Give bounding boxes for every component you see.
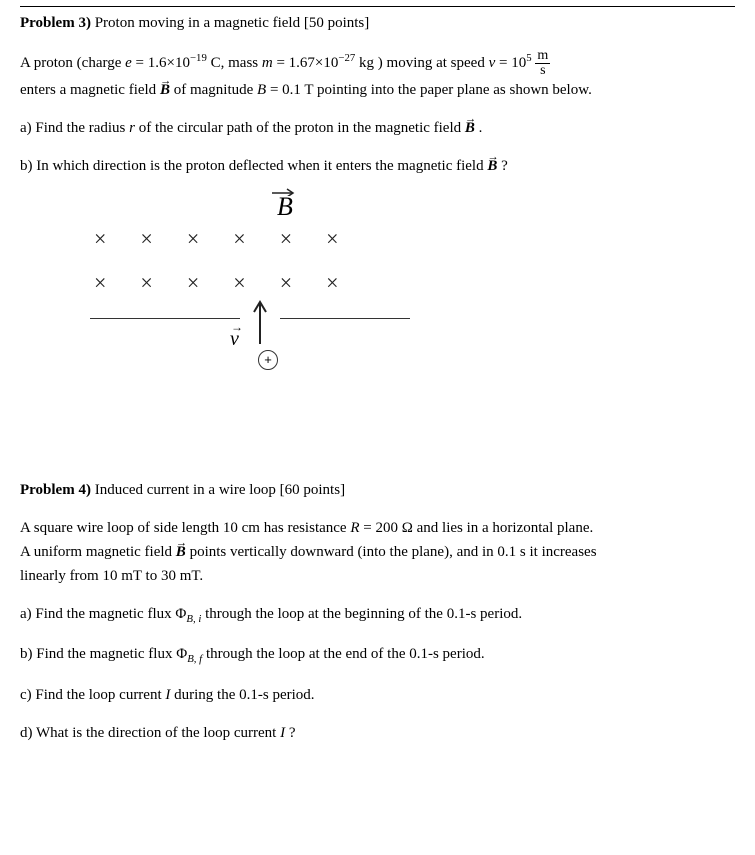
x-icon: ×: [326, 226, 338, 252]
p4b-pre: b) Find the magnetic flux Φ: [20, 646, 187, 662]
p4-text2b: points vertically downward (into the pla…: [186, 544, 597, 560]
proton-icon: +: [258, 350, 278, 370]
figure-magnetic-field: B × × × × × × × × × × × ×: [90, 192, 430, 378]
v-value: = 10: [495, 55, 526, 71]
p4-text3: linearly from 10 mT to 30 mT.: [20, 568, 203, 584]
charge-unit: C, mass: [207, 55, 262, 71]
frac-num: m: [535, 49, 550, 64]
x-icon: ×: [280, 226, 292, 252]
problem4-topic: Induced current in a wire loop [60 point…: [91, 482, 345, 498]
spacer: [20, 418, 735, 478]
p3-text2: enters a magnetic field: [20, 82, 160, 98]
p4a-post: through the loop at the beginning of the…: [201, 606, 522, 622]
p4b-post: through the loop at the end of the 0.1-s…: [202, 646, 484, 662]
problem4-label: Problem 4): [20, 482, 91, 498]
x-icon: ×: [233, 226, 245, 252]
problem3-given: A proton (charge e = 1.6×10−19 C, mass m…: [20, 49, 735, 102]
problem3-part-a: a) Find the radius r of the circular pat…: [20, 116, 735, 140]
field-boundary-right: [280, 318, 410, 319]
problem3-part-b: b) In which direction is the proton defl…: [20, 154, 735, 178]
top-rule: [20, 6, 735, 7]
p3b-pre: b) In which direction is the proton defl…: [20, 158, 487, 174]
p3a-end: .: [475, 120, 483, 136]
x-icon: ×: [187, 226, 199, 252]
problem3-topic: Proton moving in a magnetic field [50 po…: [91, 15, 369, 31]
p3a-pre: a) Find the radius: [20, 120, 129, 136]
b-sym-2: B: [465, 120, 475, 136]
problem4-part-d: d) What is the direction of the loop cur…: [20, 721, 735, 745]
p4d-pre: d) What is the direction of the loop cur…: [20, 725, 280, 741]
x-row-2: × × × × × ×: [90, 270, 430, 296]
field-boundary-left: [90, 318, 240, 319]
bmag-sym: B: [257, 82, 266, 98]
b-vector-4: B: [176, 540, 186, 564]
x-icon: ×: [326, 270, 338, 296]
x-icon: ×: [280, 270, 292, 296]
mass-unit: kg ) moving at speed: [355, 55, 488, 71]
r-sym-4: R: [350, 520, 359, 536]
mass-exp: −27: [338, 52, 355, 64]
p4-text2: A uniform magnetic field: [20, 544, 176, 560]
b-sym-4: B: [176, 544, 186, 560]
mass-value: = 1.67×10: [273, 55, 339, 71]
figure-b-text: B: [277, 192, 293, 221]
charge-symbol: e: [125, 55, 132, 71]
p3b-end: ?: [497, 158, 507, 174]
problem4-given: A square wire loop of side length 10 cm …: [20, 516, 735, 588]
problem4-part-a: a) Find the magnetic flux ΦB, i through …: [20, 602, 735, 628]
x-icon: ×: [94, 270, 106, 296]
p3-text: A proton (charge: [20, 55, 125, 71]
p4c-post: during the 0.1-s period.: [170, 687, 314, 703]
problem4-part-c: c) Find the loop current I during the 0.…: [20, 683, 735, 707]
problem3-label: Problem 3): [20, 15, 91, 31]
velocity-label: → v: [230, 328, 239, 351]
p4b-sub: B, f: [187, 653, 202, 665]
x-icon: ×: [140, 226, 152, 252]
frac-den: s: [535, 64, 550, 78]
b-vector-3: B: [487, 154, 497, 178]
p3a-mid: of the circular path of the proton in th…: [135, 120, 465, 136]
problem3-title: Problem 3) Proton moving in a magnetic f…: [20, 11, 735, 35]
velocity-arrow-icon: [240, 298, 280, 348]
v-exp: 5: [526, 52, 531, 64]
p4a-pre: a) Find the magnetic flux Φ: [20, 606, 186, 622]
p3-text2b: of magnitude: [170, 82, 257, 98]
x-row-1: × × × × × ×: [90, 226, 430, 252]
problem4-part-b: b) Find the magnetic flux ΦB, f through …: [20, 642, 735, 668]
b-arrow-icon: [270, 188, 296, 196]
problem4-title: Problem 4) Induced current in a wire loo…: [20, 478, 735, 502]
x-icon: ×: [140, 270, 152, 296]
page: Problem 3) Proton moving in a magnetic f…: [0, 0, 755, 779]
x-icon: ×: [187, 270, 199, 296]
charge-value: = 1.6×10: [132, 55, 190, 71]
entry-region: → v +: [90, 308, 430, 378]
unit-fraction: ms: [535, 49, 550, 78]
b-vector-2: B: [465, 116, 475, 140]
b-vector: B: [160, 78, 170, 102]
charge-exp: −19: [190, 52, 207, 64]
p4c-pre: c) Find the loop current: [20, 687, 165, 703]
p4d-post: ?: [285, 725, 295, 741]
x-icon: ×: [233, 270, 245, 296]
r-val: = 200 Ω and lies in a horizontal plane.: [360, 520, 594, 536]
bmag-val: = 0.1 T pointing into the paper plane as…: [266, 82, 592, 98]
figure-b-label: B: [270, 192, 300, 222]
x-icon: ×: [94, 226, 106, 252]
mass-symbol: m: [262, 55, 273, 71]
b-sym-3: B: [487, 158, 497, 174]
b-sym: B: [160, 82, 170, 98]
p4a-sub: B, i: [186, 613, 201, 625]
